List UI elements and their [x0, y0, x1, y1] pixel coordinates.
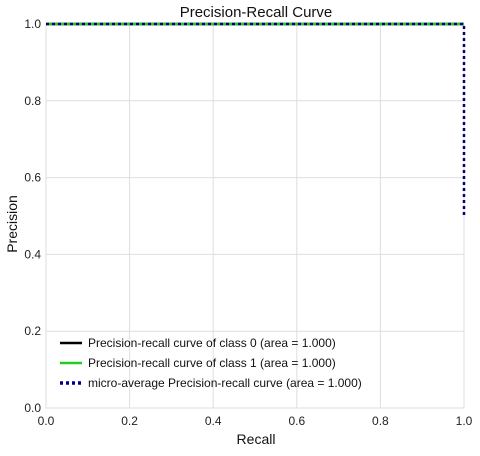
x-tick-label: 0.0: [38, 414, 55, 428]
x-tick-label: 0.6: [288, 414, 305, 428]
y-tick-label: 0.4: [24, 247, 41, 261]
legend-label-2: micro-average Precision-recall curve (ar…: [88, 376, 362, 390]
y-tick-label: 0.0: [24, 401, 41, 415]
x-tick-label: 0.2: [121, 414, 138, 428]
y-tick-label: 1.0: [24, 17, 41, 31]
y-axis-label: Precision: [4, 195, 20, 253]
legend-label-0: Precision-recall curve of class 0 (area …: [88, 336, 336, 350]
legend: Precision-recall curve of class 0 (area …: [60, 336, 362, 390]
x-axis-label: Recall: [237, 431, 276, 447]
y-tick-label: 0.2: [24, 324, 41, 338]
plot-area: [45, 22, 466, 409]
plot-frame: [45, 23, 465, 409]
x-tick-label: 0.4: [205, 414, 222, 428]
legend-label-1: Precision-recall curve of class 1 (area …: [88, 356, 336, 370]
x-tick-label: 1.0: [456, 414, 473, 428]
y-tick-label: 0.6: [24, 171, 41, 185]
y-tick-label: 0.8: [24, 94, 41, 108]
chart-title: Precision-Recall Curve: [180, 4, 333, 21]
x-tick-label: 0.8: [372, 414, 389, 428]
series-line-2: [46, 22, 466, 216]
